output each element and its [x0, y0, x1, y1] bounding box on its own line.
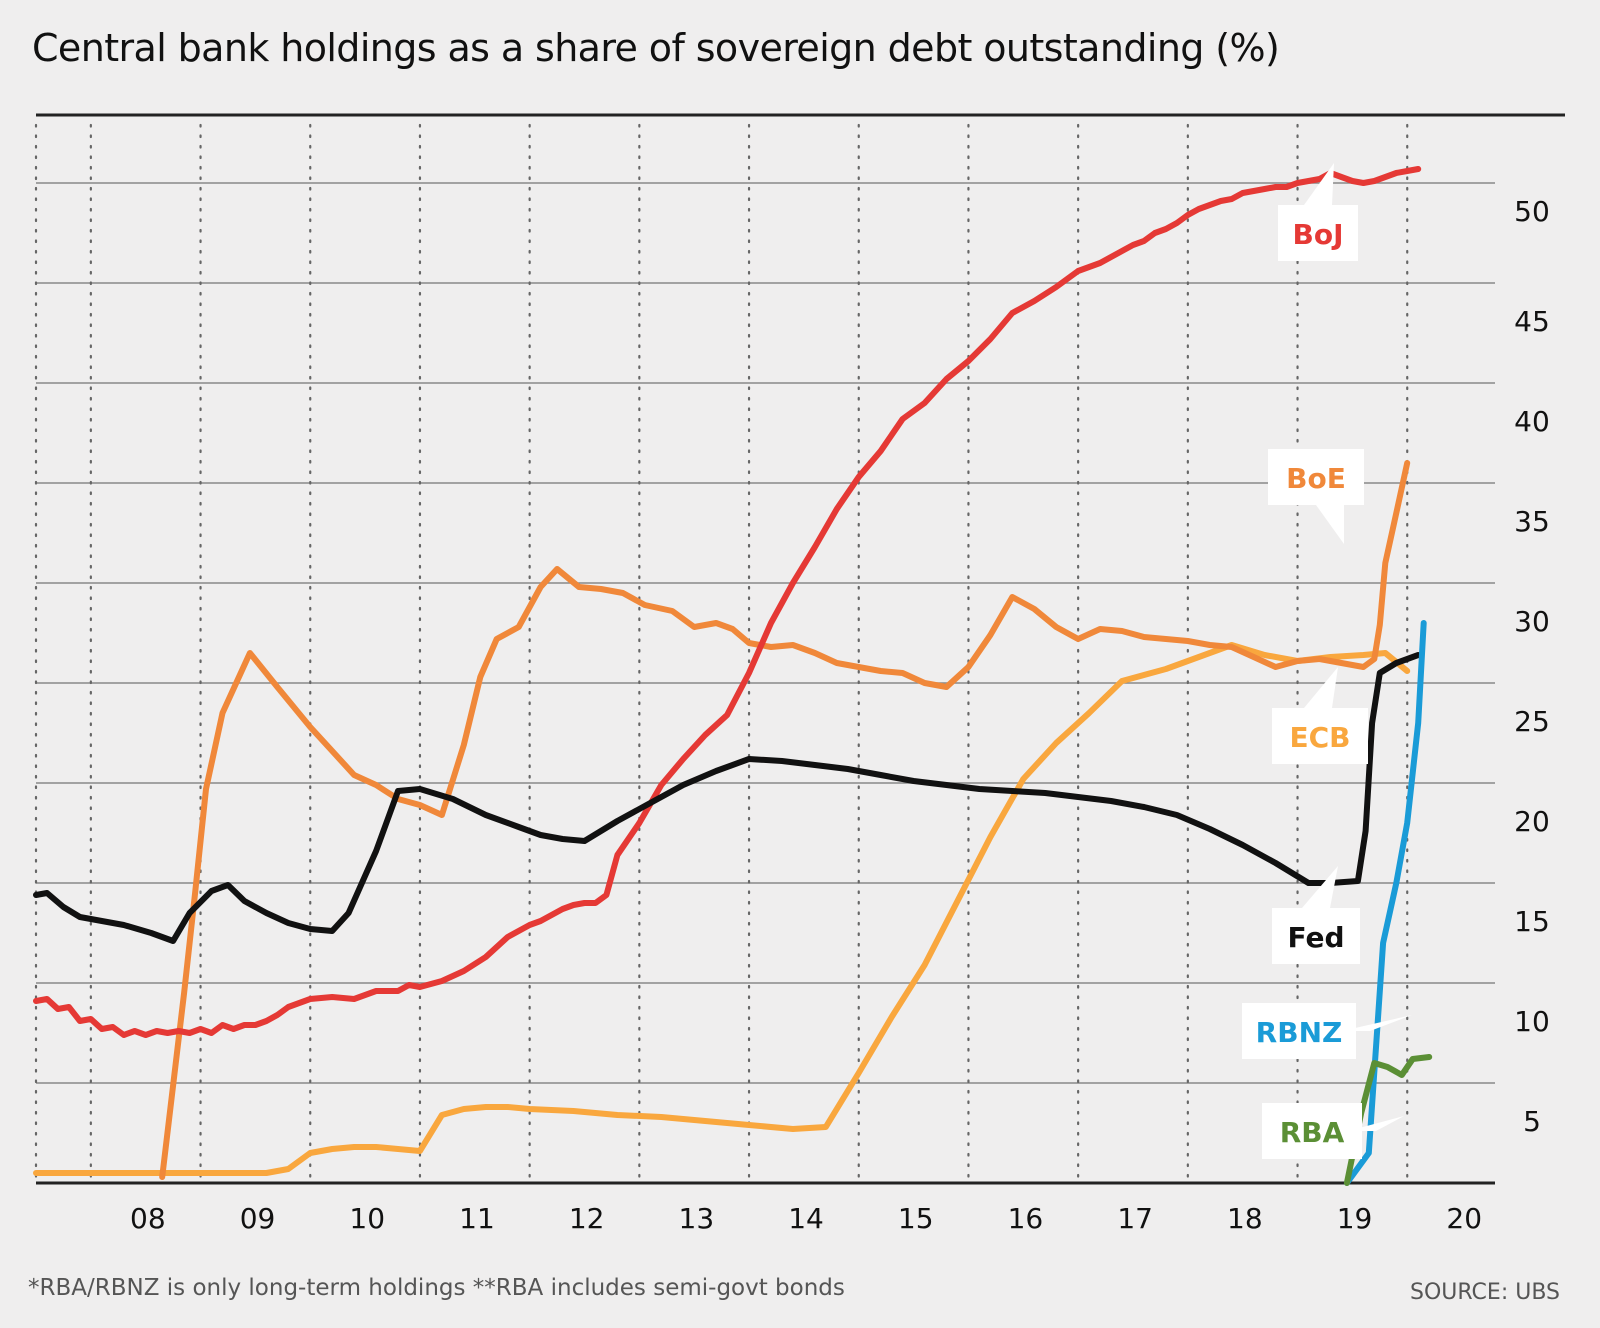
- x-tick-label: 10: [349, 1202, 385, 1235]
- y-tick-label: 35: [1514, 505, 1550, 538]
- callout-box: [1272, 708, 1368, 764]
- line-chart: 5 10 15 20 25 30 35 40 45 50 08 09 10 11 12 13 14 15 16 17 1…: [33, 113, 1565, 1235]
- series-label-fed: Fed: [1287, 921, 1344, 954]
- callout-box: [1272, 908, 1360, 964]
- callout-box: [1242, 1003, 1356, 1059]
- x-tick-label: 08: [130, 1202, 166, 1235]
- x-tick-label: 20: [1446, 1202, 1482, 1235]
- series-labels: BoJ BoE ECB Fed RBNZ RBA: [1242, 163, 1412, 1159]
- callout-box: [1268, 449, 1364, 505]
- series-label-rbnz: RBNZ: [1256, 1016, 1343, 1049]
- chart-title: Central bank holdings as a share of sove…: [32, 26, 1280, 70]
- vertical-gridlines: [34, 123, 1409, 1185]
- series-label-boe: BoE: [1286, 462, 1346, 495]
- horizontal-gridlines: [36, 182, 1495, 1084]
- series-line-ecb: [33, 642, 1411, 1176]
- x-tick-label: 19: [1337, 1202, 1373, 1235]
- x-tick-label: 11: [459, 1202, 495, 1235]
- series-lines: [33, 166, 1433, 1186]
- series-label-ecb: ECB: [1289, 721, 1350, 754]
- x-tick-label: 13: [679, 1202, 715, 1235]
- x-tick-label: 15: [898, 1202, 934, 1235]
- series-line-boj: [33, 166, 1422, 1038]
- footnote: *RBA/RBNZ is only long-term holdings **R…: [28, 1275, 845, 1301]
- callout-pointer: [1304, 667, 1338, 708]
- callout-pointer: [1316, 505, 1344, 544]
- callout-pointer: [1302, 866, 1338, 908]
- series-line-rbnz: [1343, 620, 1427, 1186]
- y-tick-label: 30: [1514, 605, 1550, 638]
- x-tick-label: 09: [240, 1202, 276, 1235]
- y-tick-label: 50: [1514, 195, 1550, 228]
- callout-box: [1262, 1103, 1362, 1159]
- x-tick-label: 18: [1227, 1202, 1263, 1235]
- axes: 5 10 15 20 25 30 35 40 45 50 08 09 10 11 12 13 14 15 16 17 1…: [36, 113, 1565, 1235]
- y-tick-label: 10: [1514, 1005, 1550, 1038]
- callout-pointer: [1304, 163, 1334, 205]
- series-line-fed: [33, 652, 1422, 944]
- series-label-boj: BoJ: [1293, 218, 1344, 251]
- y-tick-label: 15: [1514, 905, 1550, 938]
- source-note: SOURCE: UBS: [1409, 1280, 1560, 1305]
- x-tick-label: 17: [1117, 1202, 1153, 1235]
- callout-box: [1278, 205, 1358, 261]
- y-tick-label: 20: [1514, 805, 1550, 838]
- y-tick-label: 5: [1523, 1105, 1541, 1138]
- callout-pointer: [1342, 1015, 1412, 1031]
- y-tick-label: 25: [1514, 705, 1550, 738]
- series-line-boe: [159, 460, 1411, 1180]
- x-tick-label: 14: [788, 1202, 824, 1235]
- y-tick-label: 45: [1514, 305, 1550, 338]
- series-label-rba: RBA: [1280, 1116, 1345, 1149]
- y-tick-label: 40: [1514, 405, 1550, 438]
- x-tick-label: 12: [569, 1202, 605, 1235]
- x-tick-label: 16: [1008, 1202, 1044, 1235]
